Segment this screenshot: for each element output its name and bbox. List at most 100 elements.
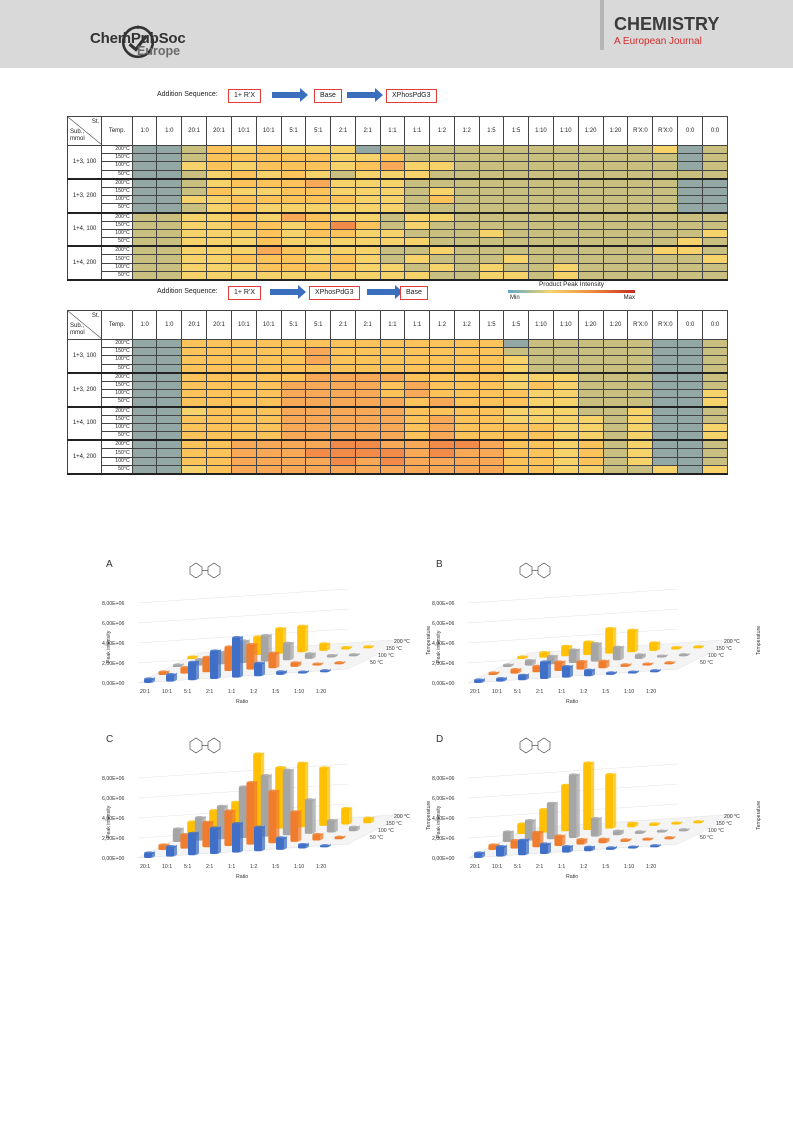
bar-top: [634, 830, 645, 834]
heat-cell: [206, 397, 232, 408]
bar-top: [260, 774, 271, 778]
bar: [246, 782, 255, 845]
journal-subtitle-text: A European Journal: [614, 36, 702, 47]
heat-cell: [181, 439, 208, 450]
heat-cell: [602, 220, 629, 230]
bar-side: [298, 809, 302, 842]
heat-cell: [652, 431, 679, 442]
heat-cell: [453, 389, 480, 399]
bar-side: [554, 801, 558, 840]
heat-cell: [453, 195, 480, 205]
bar-top: [693, 645, 704, 649]
bar-top: [334, 661, 345, 665]
x-tick-label: 1:10: [294, 689, 304, 695]
heat-cell: [478, 372, 505, 382]
bar: [518, 840, 526, 856]
heat-cell: [577, 448, 604, 458]
legend-min: Min: [510, 295, 520, 301]
bar-side: [276, 651, 280, 669]
temp-label: 150°C: [101, 414, 133, 424]
heat-cell: [305, 439, 332, 450]
column-header: 1:5: [503, 310, 529, 340]
logo-title: ChemPubSoc: [90, 30, 186, 47]
heat-cell: [478, 169, 505, 180]
heat-cell: [404, 439, 431, 450]
group-label: 1+3, 200: [66, 372, 103, 408]
heat-cell: [627, 406, 654, 416]
heat-cell: [255, 422, 282, 433]
heat-cell: [354, 355, 381, 365]
bar-top: [517, 822, 528, 826]
heat-cell: [379, 372, 406, 382]
heat-cell: [503, 363, 529, 374]
heat-cell: [429, 228, 455, 239]
bar: [517, 824, 526, 834]
heat-cell: [156, 414, 183, 424]
heat-cell: [404, 380, 431, 391]
heat-cell: [379, 262, 406, 272]
bar-top: [510, 839, 521, 843]
x-tick-label: 20:1: [140, 689, 150, 695]
x-tick-label: 5:1: [514, 689, 521, 695]
bar-top: [334, 835, 345, 839]
color-legend: Product Peak Intensity Min Max: [508, 281, 635, 301]
heat-cell: [255, 380, 282, 391]
bar: [561, 785, 570, 832]
heat-cell: [404, 228, 431, 239]
heat-cell: [131, 161, 158, 171]
heat-cell: [181, 195, 208, 205]
heat-cell: [206, 153, 232, 163]
heat-cell: [528, 456, 554, 466]
temp-label: 150°C: [101, 380, 133, 391]
heat-cell: [503, 245, 529, 256]
heat-cell: [305, 372, 332, 382]
bar-top: [297, 761, 308, 765]
bar-top: [671, 821, 682, 825]
gridline: [467, 608, 679, 624]
heat-cell: [677, 245, 704, 256]
heat-cell: [503, 237, 529, 248]
bar-top: [584, 668, 594, 672]
heat-cell: [181, 380, 208, 391]
heat-cell: [354, 220, 381, 230]
heat-cell: [131, 169, 158, 180]
bar: [627, 630, 636, 653]
heat-cell: [330, 169, 356, 180]
bar: [172, 829, 181, 842]
heat-cell: [379, 431, 406, 442]
heat-cell: [503, 178, 529, 188]
heat-cell: [627, 347, 654, 357]
heat-cell: [429, 169, 455, 180]
heat-cell: [577, 363, 604, 374]
heat-cell: [354, 237, 381, 248]
heat-cell: [577, 414, 604, 424]
heat-cell: [652, 355, 679, 365]
column-header: 1:2: [429, 310, 455, 340]
bar-top: [612, 829, 623, 833]
heat-cell: [206, 203, 232, 214]
heat-cell: [429, 338, 455, 349]
heat-cell: [181, 254, 208, 264]
temp-label: 150°C: [101, 448, 133, 458]
y-tick-label: 4,00E+06: [432, 641, 454, 647]
bar-top: [209, 809, 220, 813]
heat-cell: [478, 431, 505, 442]
heat-cell: [230, 153, 257, 163]
heat-cell: [206, 355, 232, 365]
heat-cell: [181, 144, 208, 155]
heat-cell: [429, 144, 455, 155]
heat-cell: [131, 439, 158, 450]
corner-bottom: Sub., mmol: [70, 323, 85, 336]
heat-cell: [255, 338, 282, 349]
bar-top: [172, 663, 183, 667]
heat-cell: [503, 456, 529, 466]
x-axis-label: Ratio: [236, 874, 248, 880]
heat-cell: [552, 372, 579, 382]
heat-cell: [552, 178, 579, 188]
heat-cell: [305, 397, 332, 408]
heat-cell: [577, 144, 604, 155]
bar-top: [620, 663, 631, 667]
bar-top: [166, 673, 176, 677]
heat-cell: [280, 439, 307, 450]
heat-cell: [305, 347, 332, 357]
